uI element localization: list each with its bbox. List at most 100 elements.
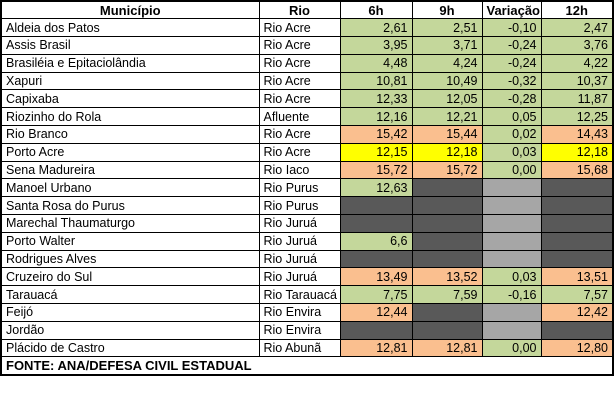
cell-variacao — [481, 231, 542, 251]
cell-rio: Rio Abunã — [258, 338, 341, 358]
table-row: Cruzeiro do Sul Rio Juruá 13,49 13,52 0,03 13… — [0, 267, 614, 287]
cell-12h: 3,76 — [540, 36, 614, 55]
cell-12h: 12,42 — [540, 303, 614, 322]
cell-municipio: Tarauacá — [0, 285, 260, 305]
cell-9h — [411, 214, 483, 233]
table-row: Santa Rosa do Purus Rio Purus — [0, 196, 614, 216]
cell-municipio: Rio Branco — [0, 125, 260, 144]
cell-6h: 3,95 — [339, 36, 413, 55]
header-row: Município Rio 6h 9h Variação 12h — [0, 0, 614, 20]
cell-9h — [411, 249, 483, 269]
cell-variacao — [481, 320, 542, 340]
cell-12h: 2,47 — [540, 18, 614, 38]
col-header-variacao: Variação — [481, 0, 542, 20]
table-row: Rodrigues Alves Rio Juruá — [0, 249, 614, 269]
cell-6h — [339, 214, 413, 233]
cell-variacao — [481, 303, 542, 322]
cell-6h — [339, 320, 413, 340]
cell-variacao: 0,00 — [481, 338, 542, 358]
cell-rio: Rio Juruá — [258, 267, 341, 287]
cell-6h: 10,81 — [339, 71, 413, 91]
cell-6h: 2,61 — [339, 18, 413, 38]
cell-9h — [411, 303, 483, 322]
cell-rio: Rio Purus — [258, 196, 341, 216]
cell-variacao — [481, 196, 542, 216]
cell-6h: 7,75 — [339, 285, 413, 305]
cell-rio: Rio Purus — [258, 178, 341, 198]
cell-variacao: -0,10 — [481, 18, 542, 38]
cell-municipio: Plácido de Castro — [0, 338, 260, 358]
cell-6h: 6,6 — [339, 231, 413, 251]
table-row: Assis Brasil Rio Acre 3,95 3,71 -0,24 3,76 — [0, 36, 614, 55]
cell-rio: Rio Acre — [258, 125, 341, 144]
table-row: Porto Walter Rio Juruá 6,6 — [0, 231, 614, 251]
cell-9h: 12,81 — [411, 338, 483, 358]
table-row: Marechal Thaumaturgo Rio Juruá — [0, 214, 614, 233]
table-row: Riozinho do Rola Afluente 12,16 12,21 0,05 12… — [0, 107, 614, 127]
cell-municipio: Marechal Thaumaturgo — [0, 214, 260, 233]
cell-6h: 4,48 — [339, 53, 413, 73]
cell-9h — [411, 231, 483, 251]
cell-rio: Rio Juruá — [258, 214, 341, 233]
cell-rio: Rio Juruá — [258, 249, 341, 269]
cell-municipio: Santa Rosa do Purus — [0, 196, 260, 216]
source-note: FONTE: ANA/DEFESA CIVIL ESTADUAL — [0, 356, 614, 376]
cell-variacao: 0,02 — [481, 125, 542, 144]
cell-9h: 12,05 — [411, 89, 483, 109]
cell-rio: Afluente — [258, 107, 341, 127]
cell-6h: 12,63 — [339, 178, 413, 198]
cell-9h: 10,49 — [411, 71, 483, 91]
table-body: Aldeia dos Patos Rio Acre 2,61 2,51 -0,10 2,4… — [0, 18, 614, 358]
cell-9h: 13,52 — [411, 267, 483, 287]
cell-9h: 15,44 — [411, 125, 483, 144]
cell-variacao: -0,32 — [481, 71, 542, 91]
table-row: Xapuri Rio Acre 10,81 10,49 -0,32 10,37 — [0, 71, 614, 91]
col-header-rio: Rio — [258, 0, 341, 20]
cell-municipio: Rodrigues Alves — [0, 249, 260, 269]
cell-6h: 13,49 — [339, 267, 413, 287]
cell-12h — [540, 320, 614, 340]
cell-rio: Rio Juruá — [258, 231, 341, 251]
cell-6h: 15,42 — [339, 125, 413, 144]
cell-6h — [339, 196, 413, 216]
cell-rio: Rio Iaco — [258, 160, 341, 180]
table-footer: FONTE: ANA/DEFESA CIVIL ESTADUAL — [0, 356, 614, 376]
cell-6h: 15,72 — [339, 160, 413, 180]
cell-rio: Rio Acre — [258, 53, 341, 73]
cell-rio: Rio Acre — [258, 36, 341, 55]
table-row: Tarauacá Rio Tarauacá 7,75 7,59 -0,16 7,57 — [0, 285, 614, 305]
cell-variacao: 0,05 — [481, 107, 542, 127]
cell-6h — [339, 249, 413, 269]
table-row: Jordão Rio Envira — [0, 320, 614, 340]
cell-9h — [411, 320, 483, 340]
cell-6h: 12,44 — [339, 303, 413, 322]
cell-municipio: Riozinho do Rola — [0, 107, 260, 127]
cell-municipio: Brasiléia e Epitaciolândia — [0, 53, 260, 73]
cell-municipio: Jordão — [0, 320, 260, 340]
cell-12h: 13,51 — [540, 267, 614, 287]
cell-9h: 4,24 — [411, 53, 483, 73]
cell-variacao: 0,03 — [481, 267, 542, 287]
cell-variacao: -0,28 — [481, 89, 542, 109]
cell-municipio: Xapuri — [0, 71, 260, 91]
cell-12h: 10,37 — [540, 71, 614, 91]
cell-municipio: Assis Brasil — [0, 36, 260, 55]
cell-12h: 7,57 — [540, 285, 614, 305]
cell-variacao: -0,24 — [481, 36, 542, 55]
river-levels-table: Município Rio 6h 9h Variação 12h Aldeia … — [0, 0, 614, 376]
cell-variacao: 0,00 — [481, 160, 542, 180]
cell-variacao: -0,16 — [481, 285, 542, 305]
cell-9h: 2,51 — [411, 18, 483, 38]
cell-9h — [411, 178, 483, 198]
cell-12h: 12,18 — [540, 142, 614, 162]
cell-municipio: Manoel Urbano — [0, 178, 260, 198]
table-row: Porto Acre Rio Acre 12,15 12,18 0,03 12,18 — [0, 142, 614, 162]
cell-municipio: Capixaba — [0, 89, 260, 109]
cell-12h — [540, 196, 614, 216]
cell-6h: 12,33 — [339, 89, 413, 109]
table-header: Município Rio 6h 9h Variação 12h — [0, 0, 614, 20]
cell-rio: Rio Envira — [258, 320, 341, 340]
table-row: Brasiléia e Epitaciolândia Rio Acre 4,48 4,… — [0, 53, 614, 73]
cell-12h: 4,22 — [540, 53, 614, 73]
